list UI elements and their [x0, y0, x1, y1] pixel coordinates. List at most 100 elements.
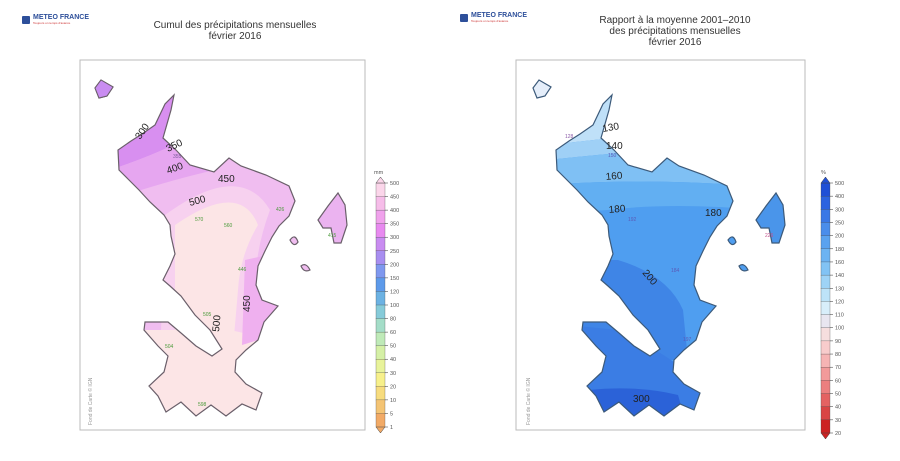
legend-arrow — [820, 432, 831, 440]
legend-color-cell — [820, 301, 831, 316]
legend-tick-label: 100 — [835, 326, 844, 332]
station-value: 570 — [195, 217, 204, 223]
legend-color-cell — [820, 406, 831, 421]
station-value: 355 — [173, 154, 182, 160]
left-map-title: Cumul des précipitations mensuelles févr… — [130, 20, 340, 42]
legend-tick-label: 120 — [835, 299, 844, 305]
legend-tick-label: 50 — [835, 392, 841, 398]
legend-tick-label: 500 — [835, 181, 844, 187]
legend-tick-label: 80 — [390, 317, 396, 323]
legend-tick-label: 5 — [390, 411, 393, 417]
legend-tick-label: 30 — [390, 371, 396, 377]
station-value: 560 — [224, 223, 233, 229]
legend-tick-label: 100 — [390, 303, 399, 309]
legend-color-cell — [375, 304, 386, 320]
legend-color-cell — [375, 291, 386, 306]
legend-color-cell — [375, 237, 386, 252]
legend-tick-label: 60 — [390, 330, 396, 336]
legend-arrow — [375, 176, 386, 184]
legend-color-cell — [375, 196, 386, 211]
legend-color-cell — [820, 419, 831, 434]
legend-tick-label: 120 — [390, 289, 399, 295]
legend-tick-label: 40 — [390, 357, 396, 363]
title-line: Rapport à la moyenne 2001–2010 — [599, 15, 751, 26]
legend-tick-label: 160 — [835, 260, 844, 266]
legend-tick-label: 20 — [835, 431, 841, 437]
legend-tick-label: 200 — [390, 262, 399, 268]
logo-name: METEO FRANCE — [471, 12, 527, 19]
right-legend: 500 400 300 250 200 180 160 140 130 120 110 100 90 80… — [820, 176, 844, 440]
contour-label: 160 — [605, 171, 623, 183]
legend-color-cell — [375, 386, 386, 401]
meteo-france-logo-right: METEO FRANCE Toujours un temps d'avance — [460, 12, 527, 23]
legend-tick-label: 30 — [835, 418, 841, 424]
map-credit: Fond de Carte © IGN — [87, 377, 94, 425]
legend-tick-label: 80 — [835, 352, 841, 358]
legend-color-cell — [375, 318, 386, 333]
legend-color-cell — [820, 314, 831, 329]
title-line: février 2016 — [208, 31, 262, 42]
legend-tick-label: 110 — [835, 313, 844, 319]
legend-color-cell — [820, 327, 831, 342]
title-line: février 2016 — [648, 37, 702, 48]
title-line: des précipitations mensuelles — [609, 26, 741, 37]
legend-arrow — [375, 426, 386, 434]
legend-color-cell — [375, 399, 386, 414]
station-value: 192 — [628, 217, 637, 223]
left-map: 300 350 400 450 500 450 500 355 570 560 … — [79, 59, 399, 434]
station-value: 505 — [203, 312, 212, 318]
right-map: 130 140 160 180 180 200 300 128 150 192 … — [515, 59, 844, 440]
contour-label: 180 — [705, 208, 722, 219]
station-value: 598 — [198, 402, 207, 408]
station-value: 415 — [328, 233, 337, 239]
legend-tick-label: 400 — [835, 194, 844, 200]
contour-label: 500 — [188, 194, 207, 209]
legend-tick-label: 140 — [835, 273, 844, 279]
legend-tick-label: 40 — [835, 405, 841, 411]
legend-tick-label: 20 — [390, 384, 396, 390]
legend-color-cell — [820, 222, 831, 237]
legend-tick-label: 300 — [835, 207, 844, 213]
logo-icon — [460, 13, 468, 22]
legend-color-cell — [375, 359, 386, 374]
legend-color-cell — [820, 209, 831, 223]
legend-color-cell — [820, 248, 831, 263]
legend-color-cell — [820, 288, 831, 302]
legend-color-cell — [820, 367, 831, 381]
legend-tick-label: 70 — [835, 365, 841, 371]
station-value: 426 — [276, 207, 285, 213]
legend-tick-label: 60 — [835, 378, 841, 384]
title-line: Cumul des précipitations mensuelles — [153, 20, 317, 31]
legend-tick-label: 10 — [390, 398, 396, 404]
contour-label: 140 — [606, 141, 623, 152]
station-value: 197 — [683, 337, 692, 343]
legend-color-cell — [820, 196, 831, 210]
legend-color-cell — [820, 261, 831, 276]
legend-color-cell — [375, 182, 386, 198]
legend-color-cell — [375, 277, 386, 292]
legend-color-cell — [375, 223, 386, 238]
legend-tick-label: 130 — [835, 286, 844, 292]
station-value: 184 — [671, 268, 680, 274]
legend-color-cell — [375, 331, 386, 347]
legend-tick-label: 350 — [390, 222, 399, 228]
map-credit: Fond de Carte © IGN — [525, 377, 532, 425]
contour-label: 130 — [602, 121, 621, 135]
legend-color-cell — [820, 182, 831, 197]
station-value: 226 — [765, 233, 774, 239]
station-value: 504 — [165, 344, 174, 350]
legend-color-cell — [375, 209, 386, 225]
legend-tick-label: 500 — [390, 181, 399, 187]
legend-unit: % — [821, 170, 826, 176]
contour-label: 180 — [608, 204, 626, 216]
legend-tick-label: 300 — [390, 235, 399, 241]
station-value: 446 — [238, 267, 247, 273]
legend-tick-label: 400 — [390, 208, 399, 214]
logo-icon — [22, 15, 30, 24]
contour-label: 450 — [242, 295, 253, 312]
legend-color-cell — [375, 264, 386, 279]
contour-label: 450 — [218, 174, 235, 185]
logo-tagline: Toujours un temps d'avance — [33, 21, 71, 25]
legend-color-cell — [375, 345, 386, 360]
